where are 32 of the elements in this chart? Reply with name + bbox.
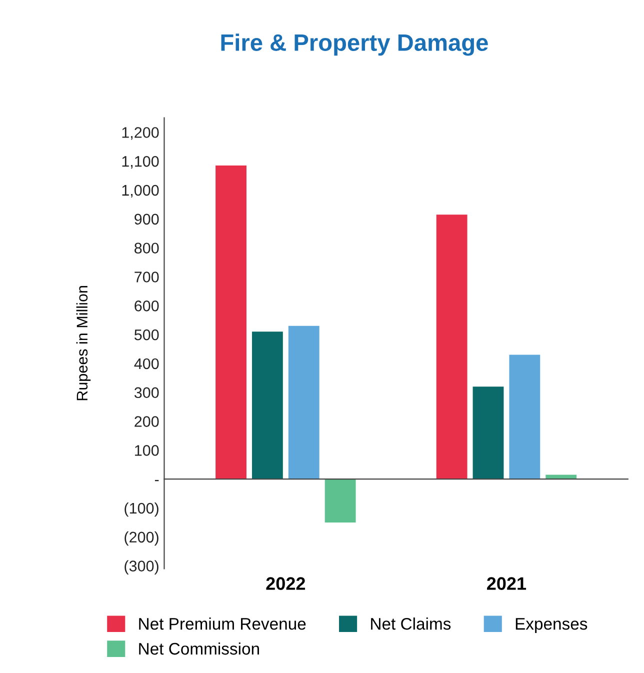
y-tick-label: 1,200 <box>122 127 159 140</box>
y-tick-label: 100 <box>135 445 159 456</box>
chart-title: Fire & Property Damage <box>221 34 488 56</box>
bar <box>324 479 356 522</box>
y-tick-label: (300) <box>124 560 158 574</box>
x-tick-label: 2021 <box>487 577 526 590</box>
y-tick-label: 800 <box>134 242 159 254</box>
y-tick-label: 200 <box>134 416 159 427</box>
bar <box>252 332 283 480</box>
bar <box>288 326 320 480</box>
bar <box>436 214 468 480</box>
y-tick-label: 300 <box>134 387 159 398</box>
legend-label: Net Commission <box>139 642 259 655</box>
legend-label: Net Claims <box>371 618 451 630</box>
y-tick-label: 400 <box>134 358 159 370</box>
y-tick-label: 900 <box>134 214 159 225</box>
bar <box>472 386 504 480</box>
bar <box>216 165 246 480</box>
bar <box>509 354 540 480</box>
y-tick-label: 1,000 <box>122 184 159 198</box>
y-tick-label: (100) <box>124 502 158 517</box>
y-axis-title: Rupees in Million <box>76 286 91 400</box>
legend-label: Net Premium Revenue <box>139 618 306 630</box>
x-tick-label: 2022 <box>266 577 306 590</box>
bar <box>546 474 577 480</box>
legend-label: Expenses <box>516 618 588 634</box>
y-tick-label: 700 <box>134 272 159 282</box>
y-tick-label: 600 <box>134 300 159 312</box>
y-tick-label: - <box>154 480 159 482</box>
y-tick-label: (200) <box>124 531 158 546</box>
y-tick-label: 1,100 <box>122 156 159 169</box>
y-tick-label: 500 <box>134 329 159 340</box>
